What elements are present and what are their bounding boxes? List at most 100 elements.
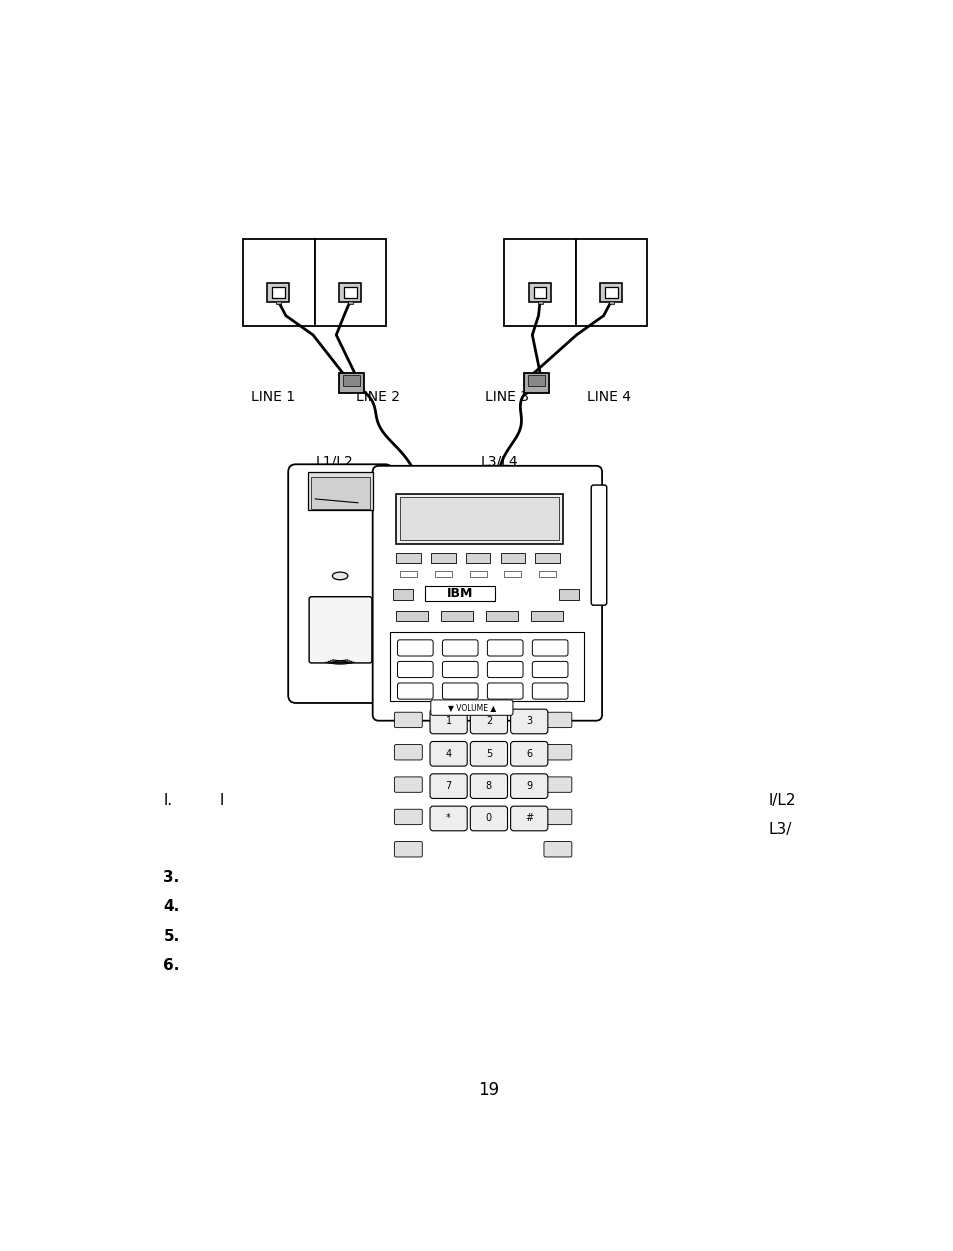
- Text: 5.: 5.: [163, 928, 179, 943]
- FancyBboxPatch shape: [470, 742, 507, 766]
- FancyBboxPatch shape: [442, 683, 477, 699]
- FancyBboxPatch shape: [510, 709, 547, 734]
- Text: l: l: [220, 793, 224, 808]
- Bar: [530, 610, 562, 622]
- Bar: [504, 239, 575, 325]
- Text: #: #: [524, 813, 533, 823]
- FancyBboxPatch shape: [394, 744, 422, 759]
- FancyBboxPatch shape: [487, 639, 522, 656]
- FancyBboxPatch shape: [397, 683, 433, 699]
- FancyBboxPatch shape: [470, 774, 507, 798]
- Bar: [399, 498, 558, 539]
- Bar: [538, 572, 556, 577]
- FancyBboxPatch shape: [532, 683, 567, 699]
- Text: IBM: IBM: [447, 587, 473, 600]
- Bar: [390, 632, 583, 702]
- Text: L1/L2: L1/L2: [315, 454, 354, 468]
- FancyBboxPatch shape: [510, 742, 547, 766]
- Bar: [485, 610, 517, 622]
- Bar: [393, 589, 413, 599]
- FancyBboxPatch shape: [543, 842, 571, 857]
- FancyBboxPatch shape: [288, 464, 393, 703]
- FancyBboxPatch shape: [470, 806, 507, 831]
- FancyBboxPatch shape: [397, 639, 433, 656]
- Text: 8: 8: [485, 781, 492, 791]
- Text: LINE 2: LINE 2: [355, 390, 399, 404]
- FancyBboxPatch shape: [543, 809, 571, 824]
- FancyBboxPatch shape: [430, 709, 467, 734]
- Bar: [343, 288, 356, 298]
- Bar: [537, 301, 542, 304]
- FancyBboxPatch shape: [442, 639, 477, 656]
- Bar: [500, 553, 525, 563]
- Bar: [395, 610, 428, 622]
- Text: 5: 5: [485, 749, 492, 759]
- FancyBboxPatch shape: [394, 712, 422, 728]
- Text: 0: 0: [485, 813, 492, 823]
- FancyBboxPatch shape: [442, 662, 477, 678]
- Text: l.: l.: [163, 793, 172, 808]
- FancyBboxPatch shape: [394, 842, 422, 857]
- Bar: [504, 572, 521, 577]
- FancyBboxPatch shape: [532, 662, 567, 678]
- Bar: [347, 301, 353, 304]
- Bar: [533, 288, 546, 298]
- FancyBboxPatch shape: [430, 742, 467, 766]
- Text: 1: 1: [445, 717, 451, 727]
- Text: L3/: L3/: [768, 822, 791, 837]
- FancyBboxPatch shape: [532, 639, 567, 656]
- FancyBboxPatch shape: [487, 662, 522, 678]
- Text: 3: 3: [526, 717, 532, 727]
- Bar: [399, 572, 416, 577]
- Text: 3.: 3.: [163, 869, 179, 884]
- FancyBboxPatch shape: [510, 774, 547, 798]
- Bar: [469, 572, 486, 577]
- Bar: [599, 283, 621, 301]
- Text: 4: 4: [445, 749, 451, 759]
- Text: 6: 6: [526, 749, 532, 759]
- FancyBboxPatch shape: [394, 777, 422, 792]
- Text: l/L2: l/L2: [768, 793, 796, 808]
- Bar: [558, 589, 578, 599]
- Bar: [528, 283, 551, 301]
- FancyBboxPatch shape: [397, 662, 433, 678]
- Text: 19: 19: [477, 1081, 499, 1098]
- Text: 6.: 6.: [163, 958, 179, 973]
- FancyBboxPatch shape: [510, 806, 547, 831]
- Bar: [275, 301, 280, 304]
- Bar: [243, 239, 314, 325]
- FancyBboxPatch shape: [394, 809, 422, 824]
- Bar: [425, 585, 495, 602]
- FancyBboxPatch shape: [430, 806, 467, 831]
- Bar: [535, 553, 559, 563]
- Text: ▼ VOLUME ▲: ▼ VOLUME ▲: [447, 703, 496, 712]
- Bar: [267, 283, 289, 301]
- Text: LINE 4: LINE 4: [586, 390, 630, 404]
- FancyBboxPatch shape: [431, 699, 513, 716]
- Bar: [314, 239, 385, 325]
- Bar: [435, 572, 452, 577]
- FancyBboxPatch shape: [470, 709, 507, 734]
- Text: 9: 9: [526, 781, 532, 791]
- Bar: [339, 373, 364, 393]
- FancyBboxPatch shape: [309, 597, 372, 663]
- FancyBboxPatch shape: [430, 774, 467, 798]
- Bar: [431, 553, 456, 563]
- Text: 2: 2: [485, 717, 492, 727]
- Bar: [608, 301, 614, 304]
- Bar: [440, 610, 473, 622]
- FancyBboxPatch shape: [373, 465, 601, 721]
- Bar: [527, 374, 544, 385]
- Text: *: *: [446, 813, 451, 823]
- Text: LINE 1: LINE 1: [251, 390, 294, 404]
- Text: 4.: 4.: [163, 899, 179, 914]
- Bar: [395, 494, 562, 544]
- Bar: [311, 477, 369, 509]
- Text: L3/L4: L3/L4: [479, 454, 517, 468]
- Bar: [523, 373, 548, 393]
- FancyBboxPatch shape: [543, 744, 571, 759]
- FancyBboxPatch shape: [487, 683, 522, 699]
- Bar: [343, 374, 360, 385]
- Bar: [604, 288, 618, 298]
- Bar: [465, 553, 490, 563]
